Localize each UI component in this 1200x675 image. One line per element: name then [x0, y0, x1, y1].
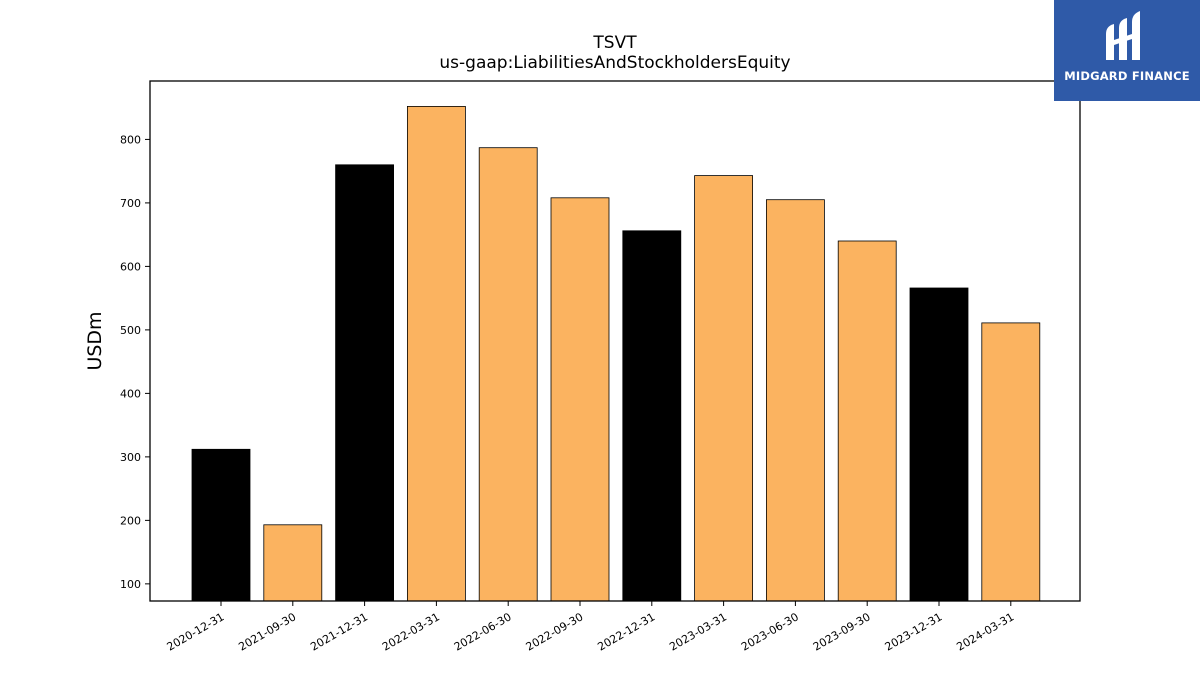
x-tick-label: 2023-06-30	[739, 610, 801, 653]
x-tick-label: 2024-03-31	[954, 610, 1016, 653]
bar-2020-12-31	[191, 448, 251, 602]
bar-2024-03-31	[981, 322, 1041, 602]
y-tick-label: 600	[120, 260, 141, 273]
bar-2023-06-30	[766, 199, 825, 602]
y-tick-label: 200	[120, 514, 141, 527]
x-tick-label: 2023-09-30	[811, 610, 873, 653]
bar-2021-09-30	[263, 524, 323, 602]
x-tick-label: 2022-09-30	[524, 610, 586, 653]
y-tick-label: 400	[120, 387, 141, 400]
y-tick-label: 500	[120, 324, 141, 337]
y-tick-label: 100	[120, 578, 141, 591]
y-tick-label: 800	[120, 133, 141, 146]
x-tick-label: 2021-09-30	[236, 610, 298, 653]
y-tick-label: 700	[120, 197, 141, 210]
x-tick-label: 2022-06-30	[452, 610, 514, 653]
logo-mark-icon	[1106, 11, 1140, 60]
bar-2022-12-31	[622, 230, 682, 602]
bar-2022-06-30	[478, 147, 538, 602]
bar-2023-09-30	[837, 240, 897, 602]
x-tick-label: 2023-03-31	[667, 610, 729, 653]
y-axis-label: USDm	[84, 311, 106, 370]
x-tick-label: 2022-03-31	[380, 610, 442, 653]
x-tick-label: 2023-12-31	[883, 610, 945, 653]
plot-frame	[149, 80, 1081, 602]
bar-2022-03-31	[406, 106, 466, 602]
brand-logo: MIDGARD FINANCE	[1054, 0, 1200, 101]
bar-2023-03-31	[694, 175, 753, 602]
x-tick-label: 2020-12-31	[165, 610, 227, 653]
bar-2021-12-31	[335, 164, 395, 602]
x-tick-label: 2021-12-31	[308, 610, 370, 653]
bar-2023-12-31	[909, 287, 969, 602]
bar-2022-09-30	[550, 197, 610, 602]
plot-area: 2020-12-31 2021-09-30 2021-12-31 2022-03-31…	[120, 106, 1041, 654]
chart-title: TSVT	[592, 33, 637, 53]
y-tick-label: 300	[120, 451, 141, 464]
x-tick-label: 2022-12-31	[595, 610, 657, 653]
logo-text: MIDGARD FINANCE	[1064, 69, 1190, 83]
chart-subtitle: us-gaap:LiabilitiesAndStockholdersEquity	[439, 53, 790, 73]
